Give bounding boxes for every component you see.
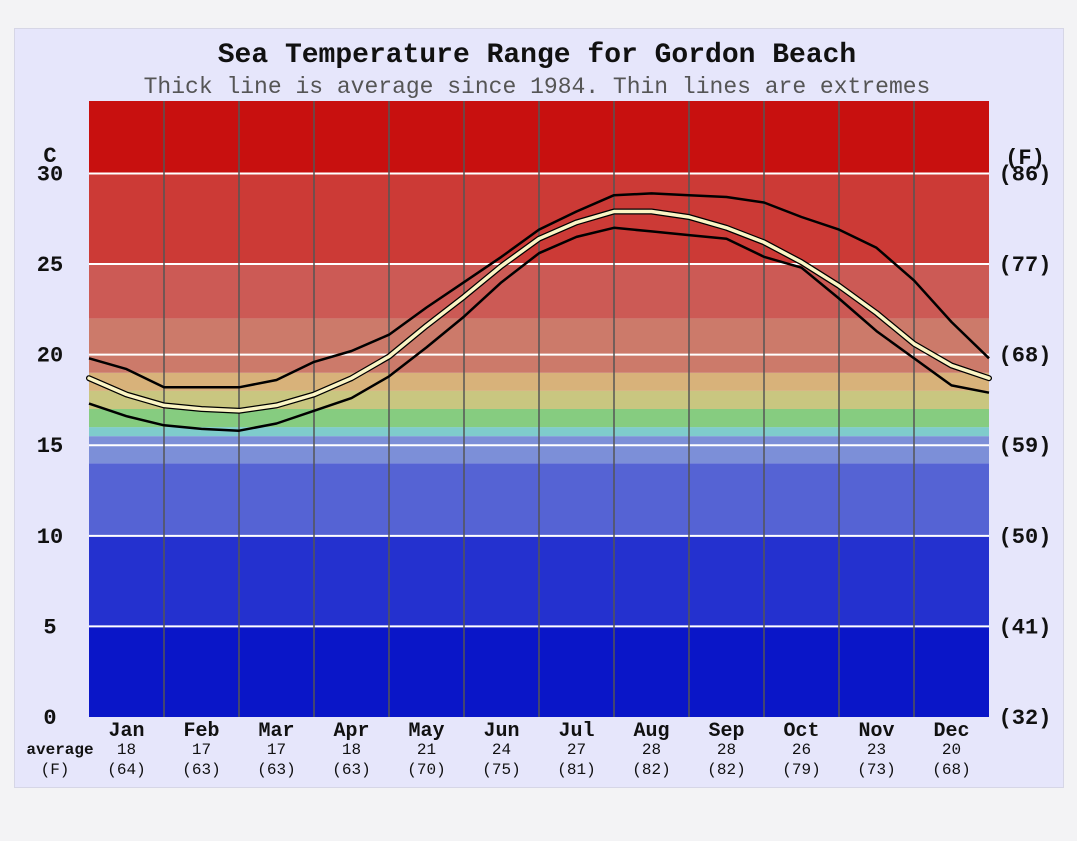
y-tick-f-label: (59) <box>999 434 1052 459</box>
month-label: May <box>408 720 444 743</box>
y-tick-f-label: (32) <box>999 706 1052 731</box>
month-avg-f: (81) <box>557 761 595 779</box>
month-avg-c: 28 <box>717 741 736 759</box>
y-tick-f-label: (77) <box>999 253 1052 278</box>
y-tick-c-label: 10 <box>37 525 63 550</box>
month-avg-c: 17 <box>267 741 286 759</box>
max-extreme-line <box>88 192 990 389</box>
min-extreme-line <box>88 226 990 432</box>
month-avg-c: 28 <box>642 741 661 759</box>
month-avg-f: (82) <box>707 761 745 779</box>
chart-frame: Sea Temperature Range for Gordon Beach T… <box>14 28 1064 788</box>
month-avg-c: 26 <box>792 741 811 759</box>
month-label: Sep <box>708 720 744 743</box>
chart-title: Sea Temperature Range for Gordon Beach <box>218 40 857 71</box>
month-avg-c: 23 <box>867 741 886 759</box>
month-label: Jul <box>558 720 594 743</box>
month-avg-f: (75) <box>482 761 520 779</box>
month-label: Apr <box>333 720 369 743</box>
month-label: Nov <box>858 720 894 743</box>
month-labels: Jan18(64)Feb17(63)Mar17(63)Apr18(63)May2… <box>107 720 970 779</box>
y-tick-c-label: 25 <box>37 253 63 278</box>
y-tick-c-label: 30 <box>37 162 63 187</box>
month-dividers <box>163 101 915 717</box>
temperature-lines <box>86 192 992 432</box>
left-axis-unit: C <box>43 144 56 169</box>
y-tick-f-label: (50) <box>999 525 1052 550</box>
y-tick-f-label: (68) <box>999 344 1052 369</box>
month-avg-c: 20 <box>942 741 961 759</box>
month-avg-f: (73) <box>857 761 895 779</box>
month-label: Feb <box>183 720 219 743</box>
y-tick-c-label: 5 <box>43 615 56 640</box>
month-avg-f: (79) <box>782 761 820 779</box>
month-label: Dec <box>933 720 969 743</box>
month-avg-f: (63) <box>182 761 220 779</box>
footer-average-label: average <box>26 741 93 759</box>
month-avg-c: 27 <box>567 741 586 759</box>
y-axis-ticks: 0 (32) 5 (41) 10 (50) 15 (59) 20 (68) 25 (77) 30 (86) <box>37 162 1052 731</box>
right-axis-unit: (F) <box>1005 146 1045 171</box>
month-avg-c: 17 <box>192 741 211 759</box>
month-avg-f: (64) <box>107 761 145 779</box>
chart-subtitle: Thick line is average since 1984. Thin l… <box>144 74 931 100</box>
month-label: Mar <box>258 720 294 743</box>
month-avg-f: (68) <box>932 761 970 779</box>
month-label: Jun <box>483 720 519 743</box>
month-avg-f: (70) <box>407 761 445 779</box>
month-avg-c: 24 <box>492 741 511 759</box>
month-label: Oct <box>783 720 819 743</box>
y-tick-f-label: (41) <box>999 615 1052 640</box>
y-tick-c-label: 15 <box>37 434 63 459</box>
average-line <box>87 209 991 413</box>
y-tick-f-label: (86) <box>999 162 1052 187</box>
month-avg-c: 18 <box>117 741 136 759</box>
month-avg-f: (63) <box>257 761 295 779</box>
footer-unit-label: (F) <box>41 761 70 779</box>
y-tick-c-label: 0 <box>43 706 56 731</box>
y-tick-c-label: 20 <box>37 344 63 369</box>
month-avg-c: 21 <box>417 741 436 759</box>
month-avg-c: 18 <box>342 741 361 759</box>
month-avg-f: (63) <box>332 761 370 779</box>
month-avg-f: (82) <box>632 761 670 779</box>
sea-temperature-chart: Sea Temperature Range for Gordon Beach T… <box>26 40 1052 779</box>
month-label: Aug <box>633 720 669 743</box>
month-label: Jan <box>108 720 144 743</box>
